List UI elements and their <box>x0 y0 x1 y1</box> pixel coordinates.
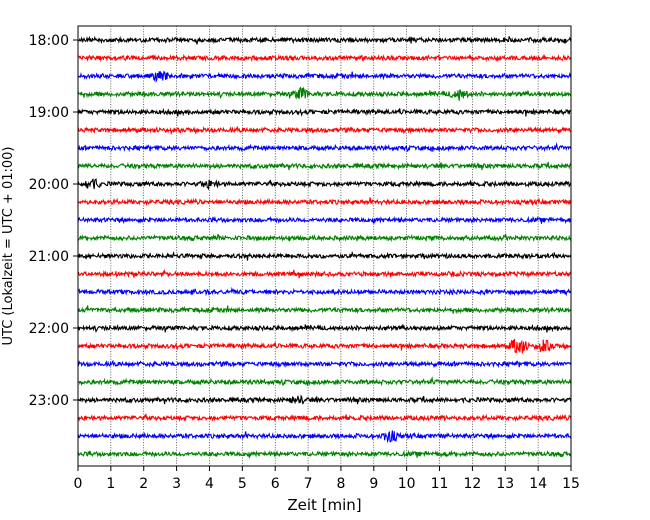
y-tick-label: 18:00 <box>29 33 69 49</box>
x-tick-label: 13 <box>496 476 514 492</box>
trace-2145 <box>77 305 572 315</box>
trace-1930 <box>77 142 572 153</box>
x-tick-label: 15 <box>562 476 580 492</box>
x-axis-label: Zeit [min] <box>287 496 361 514</box>
vertical-gridlines <box>110 26 539 466</box>
trace-1900 <box>77 107 572 117</box>
x-tick-label: 12 <box>463 476 481 492</box>
trace-2045 <box>77 233 572 243</box>
trace-1945 <box>77 161 572 171</box>
x-tick-label: 2 <box>139 476 148 492</box>
x-tick-label: 14 <box>529 476 547 492</box>
trace-2030 <box>77 215 572 225</box>
trace-2200 <box>77 323 572 333</box>
y-tick-label: 21:00 <box>29 249 69 265</box>
x-tick-label: 4 <box>205 476 214 492</box>
trace-1830 <box>77 70 572 84</box>
x-tick-label: 9 <box>369 476 378 492</box>
y-axis-label: UTC (Lokalzeit = UTC + 01:00) <box>1 147 16 346</box>
trace-2315 <box>77 413 572 423</box>
x-tick-label: 5 <box>238 476 247 492</box>
trace-2015 <box>77 197 572 207</box>
trace-1815 <box>77 53 572 63</box>
x-axis-ticks: 0 1 2 3 4 5 6 7 8 9 10 11 12 13 14 15 <box>74 466 580 492</box>
trace-2330 <box>77 430 572 444</box>
y-tick-label: 20:00 <box>29 177 69 193</box>
plot-frame <box>77 25 572 467</box>
x-tick-label: 7 <box>304 476 313 492</box>
trace-1800 <box>77 35 572 45</box>
trace-2215 <box>77 338 572 355</box>
trace-1845 <box>77 86 572 101</box>
trace-2100 <box>77 250 572 261</box>
trace-1915 <box>77 125 572 136</box>
seismic-traces <box>77 35 572 459</box>
x-tick-label: 3 <box>172 476 181 492</box>
y-tick-label: 19:00 <box>29 105 69 121</box>
x-tick-label: 0 <box>74 476 83 492</box>
x-tick-label: 6 <box>271 476 280 492</box>
trace-2300 <box>77 394 572 405</box>
x-tick-label: 10 <box>398 476 416 492</box>
trace-2245 <box>77 376 572 387</box>
trace-2000 <box>77 178 572 191</box>
trace-2130 <box>77 286 572 297</box>
trace-2345 <box>77 449 572 459</box>
x-tick-label: 8 <box>336 476 345 492</box>
x-tick-label: 11 <box>431 476 449 492</box>
x-tick-label: 1 <box>106 476 115 492</box>
y-tick-label: 22:00 <box>29 321 69 337</box>
trace-2115 <box>78 268 572 279</box>
y-tick-label: 23:00 <box>29 393 69 409</box>
y-axis-ticks: 18:00 19:00 20:00 21:00 22:00 23:00 <box>29 33 78 409</box>
trace-2230 <box>77 359 572 369</box>
